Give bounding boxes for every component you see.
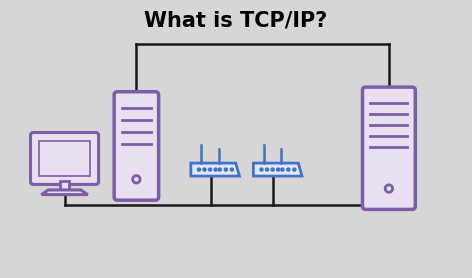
Circle shape — [281, 168, 284, 171]
Polygon shape — [191, 163, 239, 176]
Bar — [39, 141, 90, 176]
FancyBboxPatch shape — [114, 92, 159, 200]
Circle shape — [271, 168, 274, 171]
Circle shape — [260, 168, 263, 171]
Circle shape — [209, 168, 211, 171]
Text: What is TCP/IP?: What is TCP/IP? — [144, 11, 328, 31]
Circle shape — [277, 168, 280, 171]
Circle shape — [266, 168, 269, 171]
Circle shape — [224, 168, 228, 171]
Circle shape — [203, 168, 206, 171]
Circle shape — [218, 168, 221, 171]
Polygon shape — [253, 163, 302, 176]
FancyBboxPatch shape — [362, 87, 415, 209]
FancyBboxPatch shape — [31, 133, 99, 184]
Circle shape — [230, 168, 233, 171]
Circle shape — [287, 168, 290, 171]
Circle shape — [385, 185, 393, 192]
Polygon shape — [42, 190, 88, 195]
Circle shape — [293, 168, 296, 171]
Bar — [60, 181, 69, 192]
Circle shape — [214, 168, 217, 171]
Circle shape — [197, 168, 201, 171]
Circle shape — [133, 176, 140, 183]
